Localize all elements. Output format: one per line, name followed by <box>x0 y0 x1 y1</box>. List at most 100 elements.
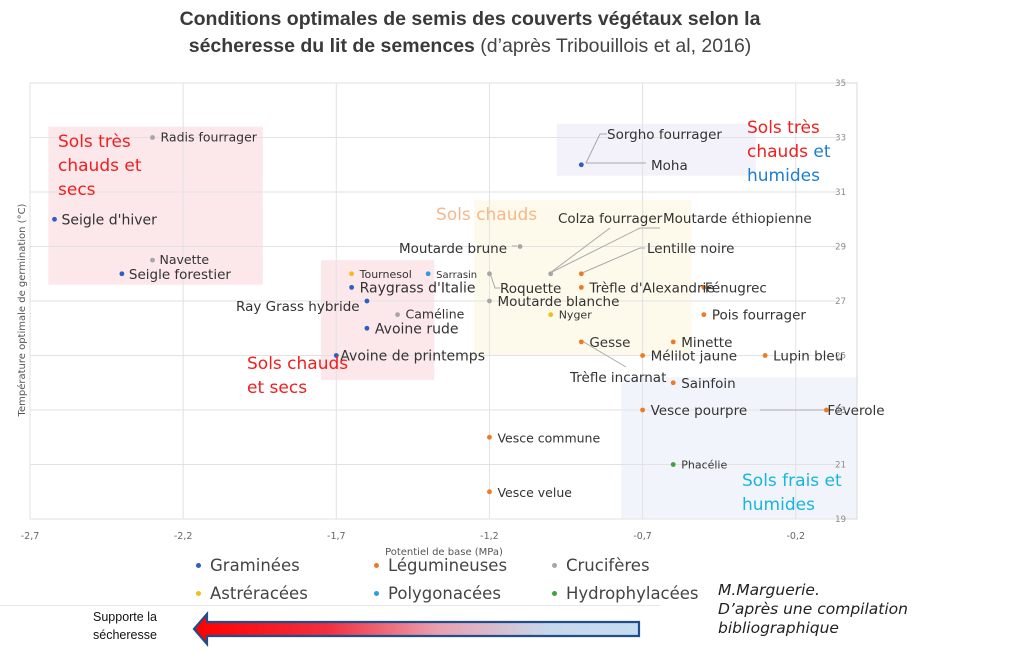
data-point <box>425 271 431 277</box>
x-tick-label: -0,2 <box>786 531 805 542</box>
point-label: Sainfoin <box>681 376 735 392</box>
title-line2-bold: sécheresse du lit de semences <box>188 35 475 57</box>
x-tick-label: -0,7 <box>633 531 652 542</box>
chart-title: Conditions optimales de semis des couver… <box>0 6 940 60</box>
x-tick-label: -2,7 <box>21 531 40 542</box>
arrow-label-line1: Supporte la <box>93 610 157 624</box>
point-label: Radis fourrager <box>161 130 258 145</box>
zone-label-text: et <box>813 142 830 162</box>
legend-label: Graminées <box>210 555 300 575</box>
data-point <box>333 353 339 358</box>
point-label: Minette <box>681 335 732 351</box>
data-point <box>487 434 492 440</box>
zone-label-text: Sols très <box>58 132 131 152</box>
data-point <box>578 162 584 168</box>
zone-label-text: humides <box>747 166 820 186</box>
y-tick-label: 29 <box>835 243 846 253</box>
zone-rect-4 <box>621 377 857 519</box>
y-tick-label: 31 <box>835 188 846 198</box>
data-point <box>762 353 768 358</box>
point-label: Gesse <box>589 335 630 351</box>
arrow-label-line2: sécheresse <box>93 628 157 642</box>
zone-label: Sols très <box>747 118 820 138</box>
point-label: Colza fourrager <box>558 211 663 227</box>
separator <box>0 605 660 606</box>
y-tick-label: 19 <box>835 515 846 525</box>
zone-label: secs <box>58 180 96 200</box>
title-line1: Conditions optimales de semis des couver… <box>179 8 761 30</box>
data-point <box>150 135 155 140</box>
y-tick-label: 27 <box>835 297 846 307</box>
leader-line <box>489 272 500 289</box>
point-label: Avoine rude <box>375 321 459 337</box>
zone-label: Sols frais et <box>742 471 842 491</box>
points-layer <box>52 135 829 495</box>
zone-label: humides <box>742 495 815 515</box>
data-point <box>670 462 676 467</box>
point-label: Seigle d'hiver <box>62 212 158 228</box>
legend-label: Crucifères <box>566 555 650 575</box>
x-tick-label: -2,2 <box>174 531 193 542</box>
legend-label: Polygonacées <box>388 583 501 603</box>
zone-label-text: secs <box>58 180 96 200</box>
legend-item: Polygonacées <box>374 584 552 603</box>
credit-line2: D’après une compilation <box>718 600 908 618</box>
point-label: Avoine de printemps <box>340 349 485 365</box>
point-label: Nyger <box>559 309 592 322</box>
title-line2-source: (d’après Tribouillois et al, 2016) <box>474 35 752 57</box>
data-point <box>364 298 370 304</box>
point-label: Lupin bleu <box>773 349 843 365</box>
point-label: Moutarde blanche <box>497 294 619 310</box>
point-label: Roquette <box>500 281 561 297</box>
legend-dot-icon <box>374 590 379 596</box>
point-label: Ray Grass hybride <box>236 299 360 315</box>
point-label: Caméline <box>406 307 465 322</box>
zone-label-text: chauds <box>747 142 813 162</box>
point-label: Raygrass d'Italie <box>360 280 476 296</box>
y-tick-label: 21 <box>835 461 846 471</box>
drought-arrow-label: Supporte la sécheresse <box>93 608 157 644</box>
y-tick-label: 35 <box>835 79 846 89</box>
point-label: Moutarde brune <box>399 241 507 257</box>
legend-item: Légumineuses <box>374 556 552 575</box>
credit-line3: bibliographique <box>718 619 839 637</box>
data-point <box>823 407 829 413</box>
zone-label-text: Sols très <box>747 118 820 138</box>
leader-line <box>549 227 660 274</box>
point-label: Phacélie <box>681 459 727 472</box>
legend-item: Crucifères <box>552 556 650 575</box>
data-point <box>548 312 554 318</box>
zone-label-text: Sols frais et <box>742 471 842 491</box>
point-label: Mélilot jaune <box>651 349 738 365</box>
point-label: Tournesol <box>359 268 412 281</box>
leader-line <box>581 247 645 274</box>
legend-dot-icon <box>196 590 201 596</box>
data-point <box>487 489 492 495</box>
legend-item: Graminées <box>196 556 374 575</box>
legend-label: Hydrophylacées <box>566 583 699 603</box>
point-labels-layer: Radis fourrager Seigle d'hiver NavetteSeig… <box>62 127 885 500</box>
point-label: Lentille noire <box>647 241 734 257</box>
legend-row: Astréracées Polygonacées Hydrophylacées <box>196 579 716 607</box>
point-label: Vesce velue <box>497 485 572 500</box>
zone-label: humides <box>747 166 820 186</box>
point-label: Moutarde éthiopienne <box>663 211 812 227</box>
left-arrow-icon <box>192 611 641 647</box>
zone-label: Sols chauds <box>247 354 348 374</box>
point-label: Vesce pourpre <box>651 403 748 419</box>
credit-line1: M.Marguerie. <box>718 581 820 599</box>
legend-item: Hydrophylacées <box>552 584 699 603</box>
x-axis-label: Potentiel de base (MPa) <box>385 547 503 558</box>
point-label: Trèfle d'Alexandrie <box>588 280 714 296</box>
zone-labels-layer: Sols très chauds et secs Sols chauds et secs… <box>58 118 842 515</box>
data-point <box>349 284 355 290</box>
leader-line <box>585 133 607 164</box>
legend-item: Astréracées <box>196 584 374 603</box>
zone-label: et secs <box>247 378 307 398</box>
leader-line <box>581 340 627 368</box>
data-point <box>349 271 355 277</box>
zone-label: chauds et <box>747 142 831 162</box>
legend-row: Graminées Légumineuses Crucifères <box>196 551 716 579</box>
drought-arrow-panel: Supporte la sécheresse <box>0 605 700 653</box>
